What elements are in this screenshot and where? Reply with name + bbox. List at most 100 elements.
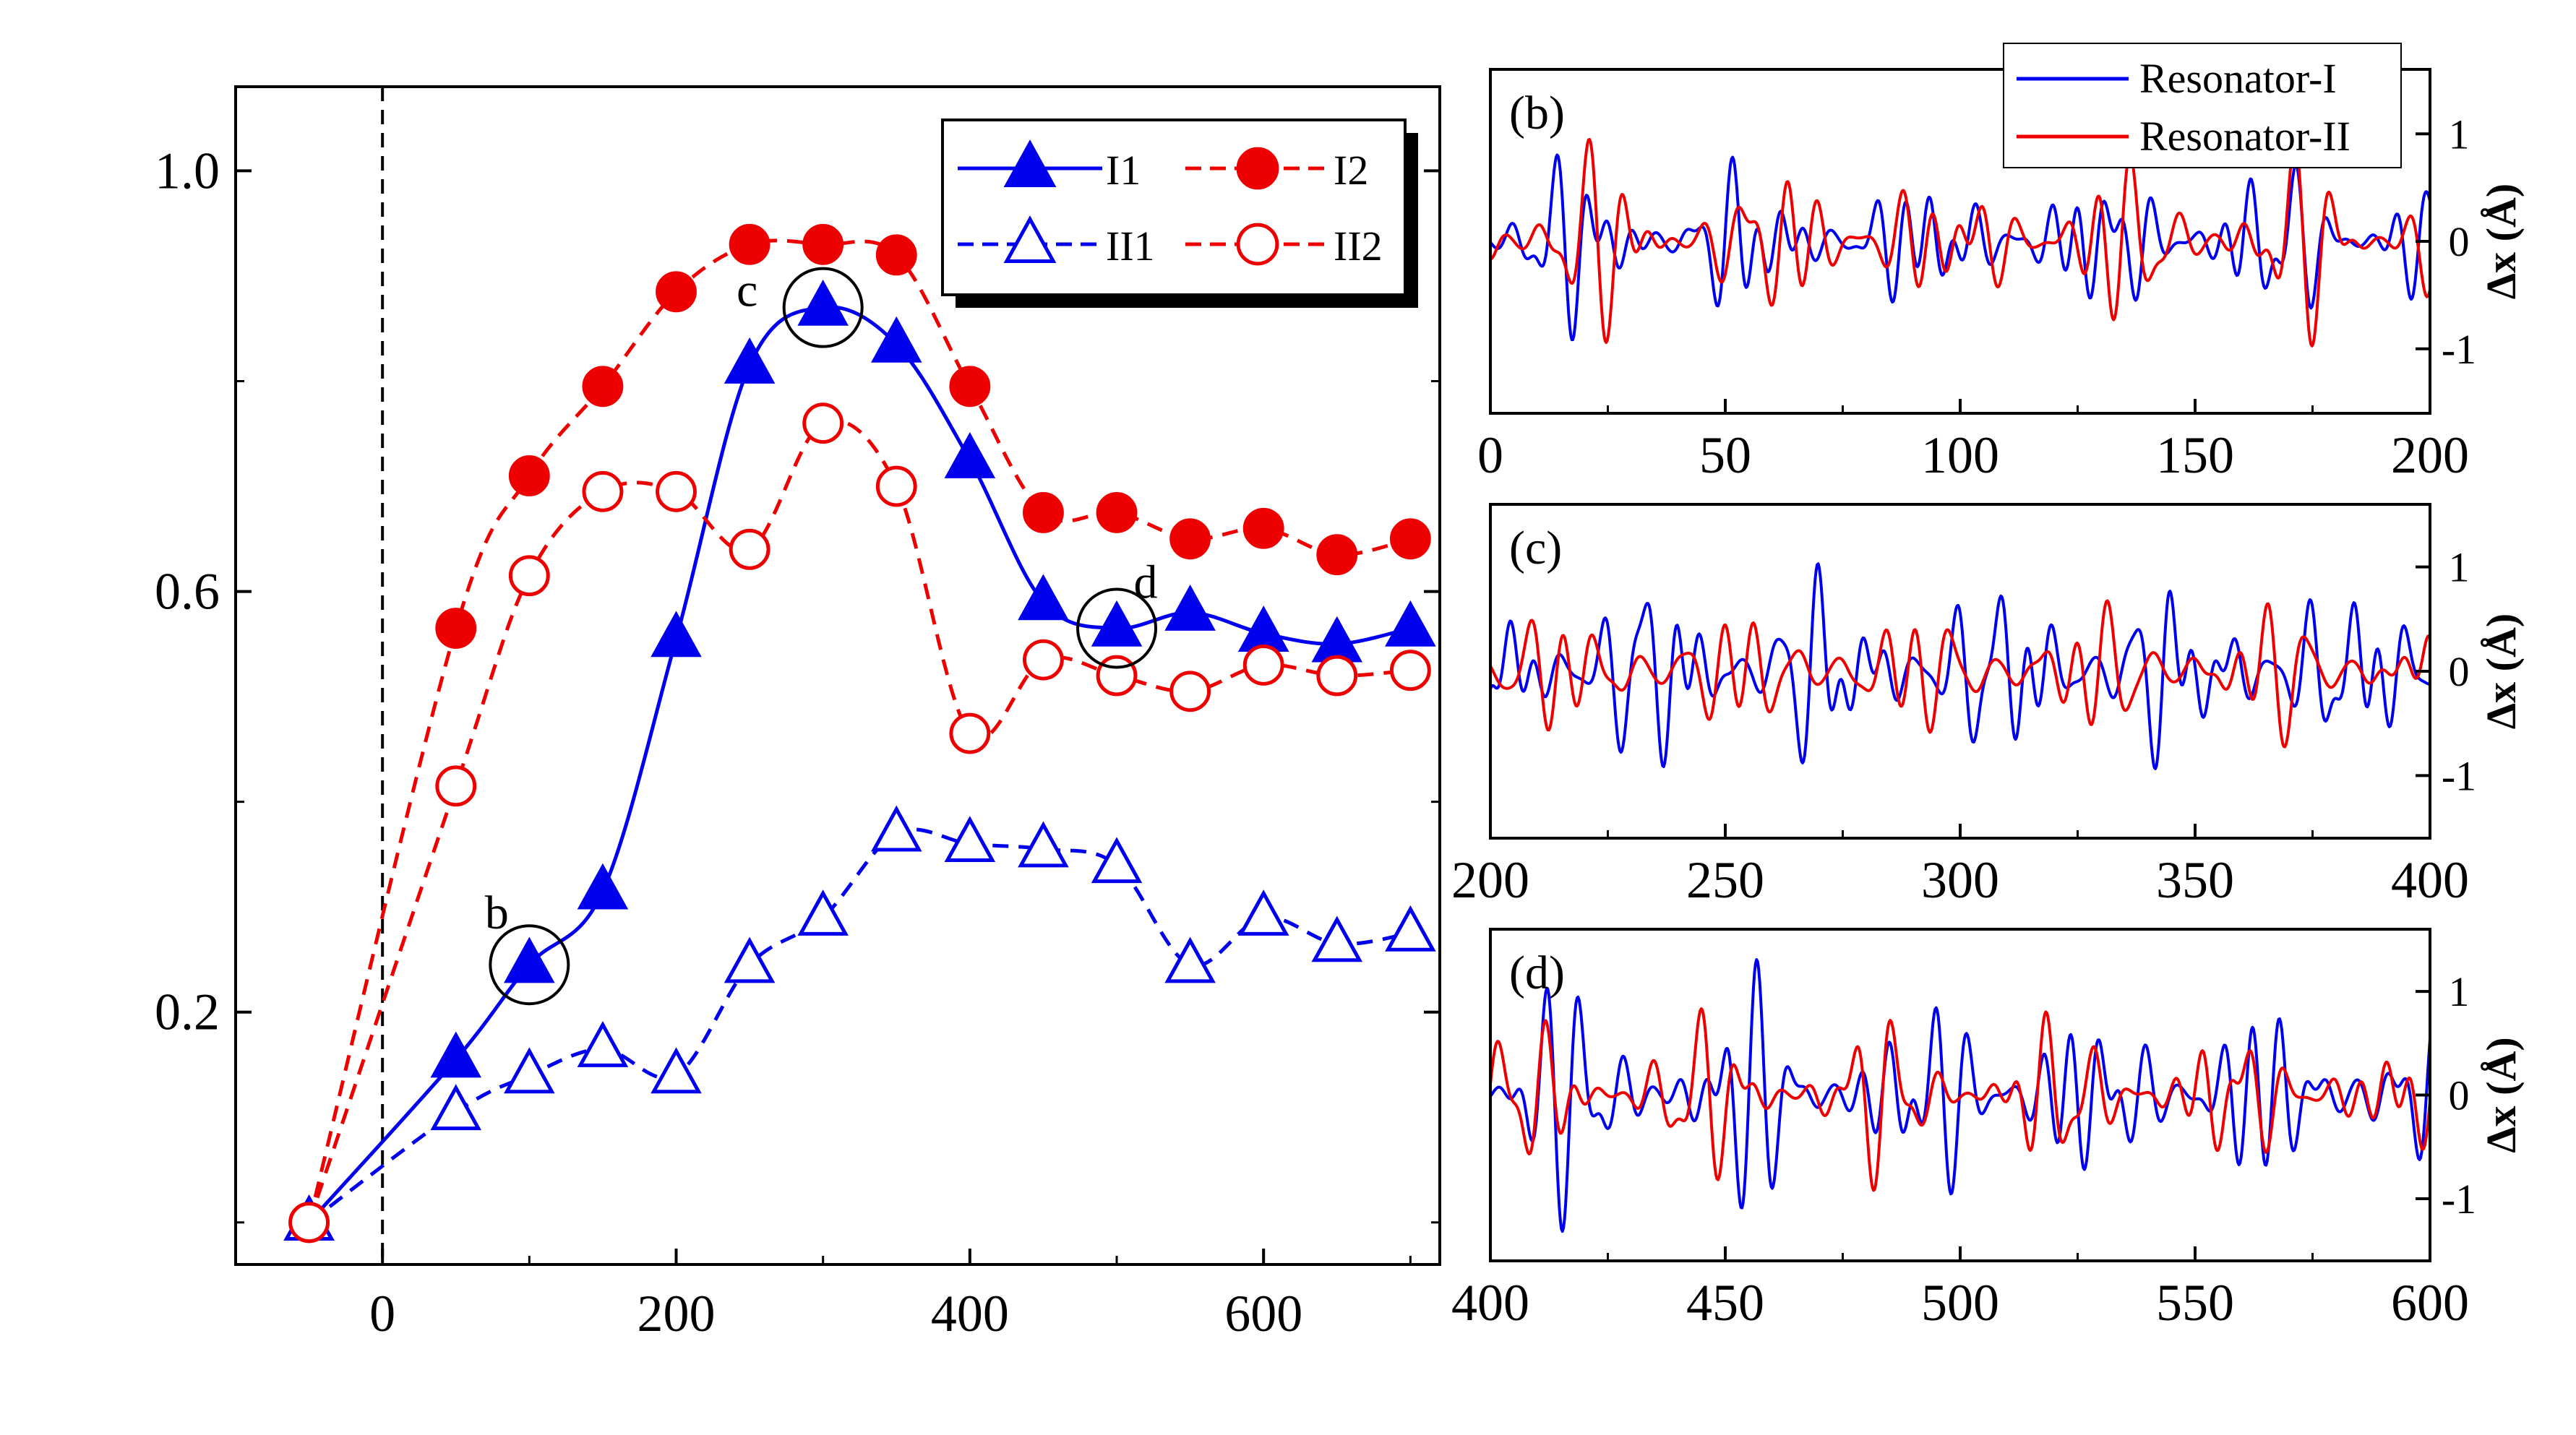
x-tick-label: 400 [931,1285,1009,1343]
x-tick-label: 200 [1451,851,1529,909]
series-line-I1 [307,305,1411,1224]
marker-II2 [1169,671,1211,712]
marker-I2 [1023,491,1064,533]
marker-I1 [870,316,922,363]
marker-II2 [582,470,624,512]
y-tick-label: 1 [2449,544,2470,591]
panel-label: (c) [1509,522,1562,574]
marker-I2 [729,223,770,265]
panel-a-legend: I1 I2 II1 II2 [941,118,1418,308]
marker-II1 [1091,837,1143,884]
marker-I1 [1164,585,1216,631]
x-tick-label: 0 [1477,426,1503,484]
y-tick-label: 1.0 [155,142,220,199]
y-tick-label: -1 [2442,326,2476,373]
x-tick-label: 600 [2391,1274,2469,1332]
x-tick-label: 200 [2391,426,2469,484]
marker-II2 [508,555,550,597]
marker-II1 [504,1047,555,1094]
marker-II2 [949,712,991,754]
marker-II2 [435,765,477,807]
marker-I1 [1018,574,1069,621]
signals [1490,958,2430,1233]
signal-resonator-i [1490,958,2430,1233]
legend-label-resonator-i: Resonator-I [2139,55,2337,102]
marker-I1 [1091,600,1143,647]
y-axis-title: Δx (Å) [2478,184,2525,299]
annotation-circle-d [1076,587,1158,669]
panel-c: 200 250 300 350 400 -1 0 1Δx (Å) (c) [1451,503,2525,909]
signal-resonator-i [1490,562,2430,770]
marker-II2 [729,528,770,570]
signal-resonator-ii [1490,599,2430,749]
marker-I1 [651,611,702,658]
panel-a: 0 200 400 600 0.2 0.6 1.0 b c d I1 I2 II1 II2 [155,85,1441,1343]
x-tick-label: 600 [1224,1285,1302,1343]
marker-I1 [577,863,629,910]
y-tick-label: 1 [2449,111,2470,158]
marker-I1 [504,936,555,983]
marker-II1 [1164,936,1216,983]
marker-II2 [1023,639,1064,681]
annotation-circle-c [782,267,864,348]
y-tick-label: -1 [2442,1176,2476,1223]
y-tick-label: 0.2 [155,983,220,1041]
y-axis-title: Δx (Å) [2478,1037,2525,1152]
legend-label-resonator-ii: Resonator-II [2139,113,2350,160]
marker-I2 [1242,507,1284,549]
legend-marker-II1 [1003,215,1057,264]
panel-a-tick-labels: 0 200 400 600 0.2 0.6 1.0 [155,142,1302,1343]
panel-label: (b) [1509,87,1565,139]
marker-II1 [1311,915,1363,962]
legend-label-I1: I1 [1106,147,1141,194]
legend-marker-I1 [1003,139,1057,188]
x-tick-label: 50 [1699,426,1751,484]
marker-I2 [1316,534,1358,576]
marker-I1 [724,337,776,384]
marker-II2 [1316,655,1358,697]
marker-I1 [1311,616,1363,663]
marker-I2 [508,455,550,496]
marker-II1 [944,816,996,863]
marker-II2 [802,402,844,444]
legend-marker-I2 [1236,147,1279,190]
annotation-label-d: d [1134,556,1158,609]
legend-items: I1 I2 II1 II2 [958,139,1383,270]
y-tick-label: -1 [2442,752,2476,799]
resonator-legend-box [2003,43,2402,168]
x-tick-label: 0 [369,1285,395,1343]
legend-marker-II2 [1236,223,1279,266]
marker-I1 [430,1031,482,1078]
marker-II2 [875,465,917,507]
resonator-legend: Resonator-I Resonator-II [2003,43,2402,168]
marker-II1 [870,805,922,852]
signals [1490,138,2430,348]
x-tick-label: 550 [2156,1274,2234,1332]
marker-I2 [656,271,697,313]
x-tick-label: 450 [1686,1274,1764,1332]
panel-a-frame [234,85,1441,1266]
panel-d: 400 450 500 550 600 -1 0 1Δx (Å) (d) [1451,928,2525,1332]
marker-II2 [1096,655,1138,697]
signal-resonator-ii [1490,1007,2430,1192]
marker-II1 [651,1047,702,1094]
marker-II2 [1242,645,1284,686]
y-tick-label: 0 [2449,1072,2470,1119]
signals [1490,562,2430,770]
annotation-label-c: c [737,264,757,317]
legend-box [941,118,1407,296]
marker-I2 [1096,491,1138,533]
x-tick-label: 250 [1686,851,1764,909]
panel-a-ticks [234,169,1440,1264]
marker-I1 [1385,600,1436,647]
x-tick-label: 100 [1921,426,1999,484]
legend-label-II2: II2 [1334,223,1383,270]
marker-II1 [797,889,849,936]
y-axis-title: Δx (Å) [2478,613,2525,729]
legend-label-I2: I2 [1334,147,1368,194]
y-tick-label: 0 [2449,648,2470,695]
series-line-II1 [308,827,1411,1224]
y-tick-label: 1 [2449,968,2470,1015]
marker-II1 [1385,905,1436,952]
